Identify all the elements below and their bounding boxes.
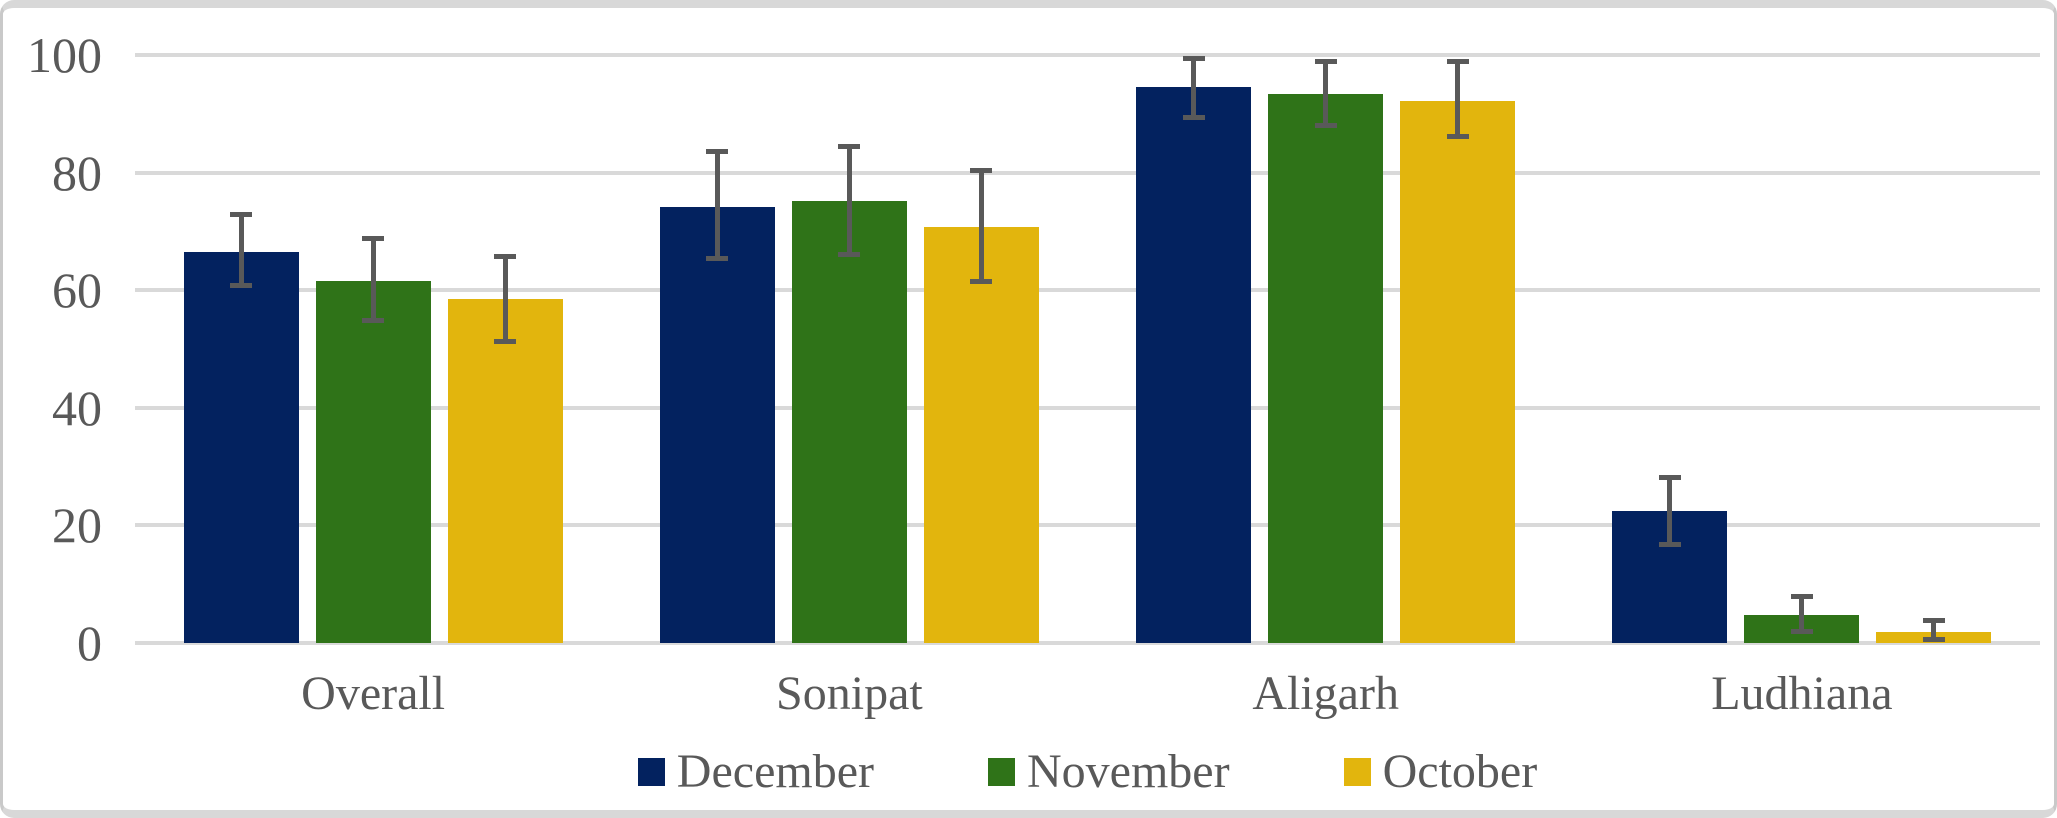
bar-december-sonipat xyxy=(659,206,775,643)
error-bar xyxy=(1667,474,1673,548)
bar-group-overall xyxy=(135,55,611,643)
legend-item-october: October xyxy=(1343,745,1538,798)
bar-slot xyxy=(1136,55,1252,643)
bar-slot xyxy=(659,55,775,643)
error-bar xyxy=(978,167,984,285)
gridline-80 xyxy=(135,170,2040,175)
bar-slot xyxy=(1876,55,1992,643)
legend-marker-november xyxy=(988,758,1015,786)
bar-october-aligarh xyxy=(1400,100,1516,643)
error-bar xyxy=(1799,593,1805,634)
error-bar xyxy=(238,212,244,289)
bar-group-aligarh xyxy=(1088,55,1564,643)
bar-slot xyxy=(1744,55,1860,643)
gridline-60 xyxy=(135,288,2040,293)
plot-area xyxy=(135,53,2040,645)
y-tick-label: 60 xyxy=(52,262,102,319)
bar-slot xyxy=(315,55,431,643)
legend-item-november: November xyxy=(988,748,1230,796)
legend-label-november: November xyxy=(1027,745,1230,798)
bar-october-sonipat xyxy=(923,227,1039,643)
category-label-aligarh: Aligarh xyxy=(1252,667,1399,720)
gridline-20 xyxy=(135,523,2040,528)
y-tick-label: 20 xyxy=(52,497,102,554)
category-label-overall: Overall xyxy=(301,667,446,720)
legend-marker-december xyxy=(637,758,665,786)
legend-label-december: December xyxy=(676,745,874,798)
error-bar xyxy=(502,253,508,344)
legend: December November October xyxy=(135,748,2040,796)
x-axis-category-labels: Overall Sonipat Aligarh Ludhiana xyxy=(135,667,2040,721)
gridline-100 xyxy=(135,53,2040,57)
y-tick-label: 80 xyxy=(52,144,102,201)
category-label-ludhiana: Ludhiana xyxy=(1711,667,1893,720)
bar-november-aligarh xyxy=(1268,94,1384,643)
error-bar xyxy=(846,144,852,257)
legend-item-december: December xyxy=(637,745,874,798)
bar-group-sonipat xyxy=(611,55,1087,643)
bar-november-sonipat xyxy=(791,200,907,643)
y-tick-label: 100 xyxy=(27,27,102,83)
bar-december-aligarh xyxy=(1136,86,1252,643)
error-bar xyxy=(714,149,720,261)
error-bar xyxy=(1931,617,1937,642)
error-bar xyxy=(1323,58,1329,128)
bar-slot xyxy=(183,55,299,643)
legend-label-october: October xyxy=(1382,745,1538,798)
bar-slot xyxy=(791,55,907,643)
y-tick-label: 40 xyxy=(52,379,102,436)
bar-slot xyxy=(447,55,563,643)
bar-slot xyxy=(1612,55,1728,643)
error-bar xyxy=(1191,55,1197,120)
y-tick-label: 0 xyxy=(77,615,102,671)
bar-november-overall xyxy=(315,281,431,643)
bar-october-overall xyxy=(447,299,563,643)
legend-marker-october xyxy=(1343,758,1371,786)
bar-slot xyxy=(1400,55,1516,643)
error-bar xyxy=(1455,58,1461,140)
category-label-sonipat: Sonipat xyxy=(776,667,923,720)
gridline-40 xyxy=(135,405,2040,410)
bar-slot xyxy=(1268,55,1384,643)
bar-december-overall xyxy=(183,251,299,643)
bar-slot xyxy=(923,55,1039,643)
y-axis-tick-labels: 0 20 40 60 80 100 xyxy=(0,30,102,668)
error-bar xyxy=(370,236,376,324)
gridline-0 xyxy=(135,641,2040,645)
bar-group-ludhiana xyxy=(1564,55,2040,643)
bar-groups xyxy=(135,55,2040,643)
